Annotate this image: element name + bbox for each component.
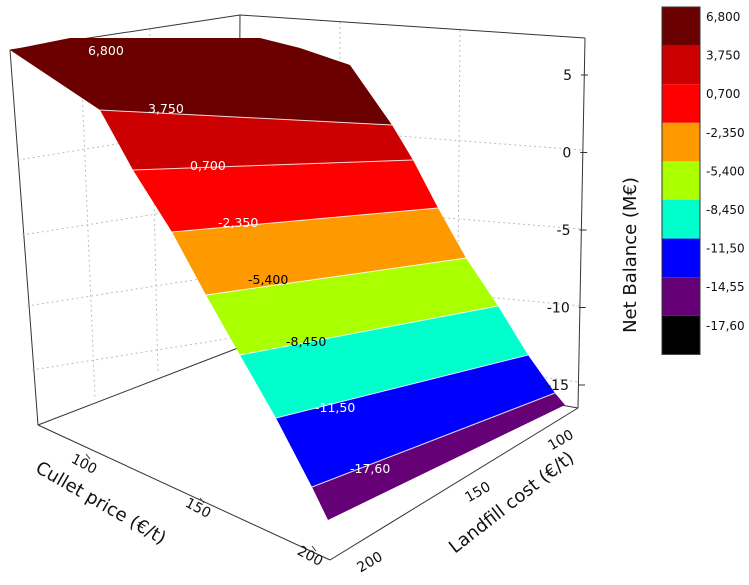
y-tick-label: 150 bbox=[462, 479, 493, 506]
contour-line bbox=[171, 207, 439, 233]
legend-swatch bbox=[662, 122, 700, 162]
band-1 bbox=[100, 110, 413, 170]
z-axis: 5 0 -5 -10 -15 bbox=[546, 68, 588, 394]
z-axis-title: Net Balance (M€) bbox=[620, 177, 641, 333]
z-tick-label: 5 bbox=[563, 68, 572, 84]
x-tick-label: 200 bbox=[294, 543, 325, 570]
z-tick-label: -10 bbox=[547, 301, 570, 317]
x-tick-label: 150 bbox=[182, 495, 213, 522]
contour-line bbox=[239, 305, 499, 356]
z-tick-label: -15 bbox=[546, 378, 569, 394]
legend-swatch bbox=[662, 238, 700, 278]
contour-line bbox=[275, 354, 529, 419]
legend-swatch bbox=[662, 277, 700, 316]
legend-swatch bbox=[662, 315, 700, 355]
contour-line bbox=[132, 159, 414, 171]
x-tick bbox=[311, 545, 317, 552]
band-5 bbox=[240, 306, 528, 418]
legend-label: 3,750 bbox=[706, 49, 740, 63]
legend-frame bbox=[661, 6, 701, 355]
legend-label: 0,700 bbox=[706, 87, 740, 101]
band-7 bbox=[312, 393, 565, 520]
contour-label: 6,800 bbox=[88, 43, 124, 58]
x-tick bbox=[199, 497, 205, 504]
band-3 bbox=[172, 208, 466, 295]
y-tick-label: 200 bbox=[354, 549, 385, 576]
contour-label: -2,350 bbox=[218, 215, 258, 230]
legend-label: -11,50 bbox=[706, 242, 745, 256]
legend-label: -14,55 bbox=[706, 280, 745, 294]
x-tick bbox=[85, 453, 91, 460]
contour-label: -5,400 bbox=[248, 272, 288, 287]
contour-label: -17,60 bbox=[350, 461, 390, 476]
band-0 bbox=[10, 38, 392, 125]
contour-label: -8,450 bbox=[286, 334, 326, 349]
contour-lines bbox=[99, 109, 556, 488]
y-axis-title: Landfill cost (€/t) bbox=[445, 447, 578, 558]
x-axis-title: Cullet price (€/t) bbox=[32, 457, 170, 549]
legend-label: -8,450 bbox=[706, 203, 745, 217]
legend-swatch bbox=[662, 45, 700, 85]
band-2 bbox=[133, 160, 438, 232]
legend-swatch bbox=[662, 84, 700, 123]
legend-label: 6,800 bbox=[706, 10, 740, 24]
contour-line bbox=[99, 109, 393, 126]
contour-line bbox=[311, 392, 556, 488]
legend-swatch bbox=[662, 161, 700, 200]
contour-label: 3,750 bbox=[148, 101, 184, 116]
color-legend: 6,800 3,750 0,700 -2,350 -5,400 -8,450 -11,50 -… bbox=[661, 6, 745, 355]
legend-label: -2,350 bbox=[706, 126, 745, 140]
x-tick-label: 100 bbox=[68, 451, 99, 478]
legend-swatch bbox=[662, 200, 700, 239]
contour-labels: 6,800 3,750 0,700 -2,350 -5,400 -8,450 -11,50 -… bbox=[88, 43, 390, 476]
contour-label: -11,50 bbox=[315, 400, 355, 415]
contour-line bbox=[205, 257, 467, 296]
band-6 bbox=[276, 355, 555, 487]
band-4 bbox=[206, 258, 498, 355]
legend-label: -17,60 bbox=[706, 319, 745, 333]
surface-bands bbox=[10, 38, 565, 520]
legend-label: -5,400 bbox=[706, 164, 745, 178]
z-tick-label: -5 bbox=[557, 223, 571, 239]
contour-label: 0,700 bbox=[190, 158, 226, 173]
legend-swatch bbox=[662, 7, 700, 46]
z-tick-label: 0 bbox=[562, 146, 571, 162]
